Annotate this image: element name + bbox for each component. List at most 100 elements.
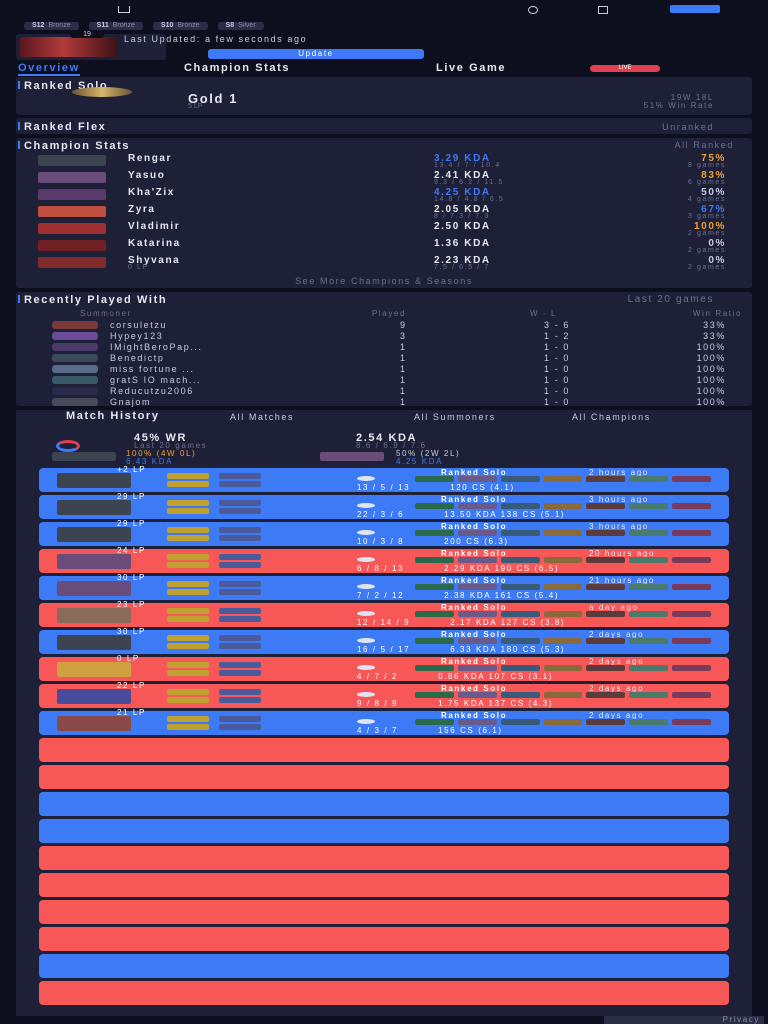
champion-games: 2 games xyxy=(687,264,726,271)
summoner-spell-icon xyxy=(167,697,209,703)
recent-player-row[interactable]: Gnajom 1 1 - 0 100% xyxy=(16,397,752,407)
filter-summoners[interactable]: All Summoners xyxy=(414,412,496,422)
filter-matches[interactable]: All Matches xyxy=(230,412,295,422)
match-row[interactable]: 24 LP Ranked Solo 20 hours ago 6 / 8 / 13 2.… xyxy=(39,546,729,573)
summary-kda: 2.54 KDA xyxy=(356,432,418,444)
champion-row[interactable]: Kha'Zix 4.25 KDA 14.8 / 4.8 / 6.5 50% 4 game… xyxy=(16,187,752,204)
match-queue: Ranked Solo xyxy=(441,711,508,720)
recent-player-row[interactable]: Reducutzu2006 1 1 - 0 100% xyxy=(16,386,752,396)
match-row[interactable] xyxy=(39,927,729,951)
match-row[interactable] xyxy=(39,765,729,789)
recent-player-row[interactable]: Hypey123 3 1 - 2 33% xyxy=(16,331,752,341)
item-icon xyxy=(543,530,583,536)
recent-player-row[interactable]: IMightBeroPap... 1 1 - 0 100% xyxy=(16,342,752,352)
champion-row[interactable]: Yasuo 2.41 KDA 9.3 / 6.2 / 11.5 83% 6 games xyxy=(16,170,752,187)
match-kda: 4 / 3 / 7 156 CS (6.1) xyxy=(357,726,737,735)
match-row[interactable]: 29 LP Ranked Solo 3 hours ago 22 / 3 / 6 13.… xyxy=(39,492,729,519)
champion-kda: 2.41 KDA xyxy=(434,170,491,181)
match-queue: Ranked Solo xyxy=(441,657,508,666)
recent-player-played: 1 xyxy=(400,386,406,396)
match-row[interactable]: 30 LP Ranked Solo 2 days ago 16 / 5 / 17 6.3… xyxy=(39,627,729,654)
match-champion-portrait xyxy=(57,635,131,650)
match-row[interactable]: 22 LP Ranked Solo 2 days ago 9 / 8 / 9 1.75 … xyxy=(39,681,729,708)
privacy-link[interactable]: Privacy xyxy=(604,1016,764,1024)
champion-portrait xyxy=(38,189,106,200)
keystone-icon xyxy=(357,692,375,697)
match-row[interactable] xyxy=(39,846,729,870)
match-score: 13 / 5 / 13 xyxy=(357,483,411,492)
recent-player-played: 1 xyxy=(400,342,406,352)
item-icon xyxy=(457,692,497,698)
recent-player-row[interactable]: miss fortune ... 1 1 - 0 100% xyxy=(16,364,752,374)
season-code: S11 xyxy=(96,22,109,29)
item-icon xyxy=(543,476,583,482)
match-row[interactable]: 23 LP Ranked Solo a day ago 12 / 14 / 9 2.17… xyxy=(39,600,729,627)
recent-player-avatar xyxy=(52,343,98,351)
rune-icon xyxy=(219,608,261,614)
summoner-spell-icon xyxy=(167,481,209,487)
settings-icon[interactable] xyxy=(598,6,608,14)
match-queue: Ranked Solo xyxy=(441,603,508,612)
match-extra: 6.33 KDA 180 CS (5.3) xyxy=(450,645,566,654)
tab-live-game[interactable]: Live Game xyxy=(436,62,507,74)
champion-row[interactable]: Shyvana 0 LP 2.23 KDA 7.5 / 6.5 / 7 0% 2 game… xyxy=(16,255,752,272)
update-button[interactable]: Update xyxy=(208,49,424,59)
season-code: S8 xyxy=(225,22,235,29)
match-row[interactable] xyxy=(39,873,729,897)
recent-player-row[interactable]: corsuletzu 9 3 - 6 33% xyxy=(16,320,752,330)
match-items xyxy=(415,476,712,482)
season-code: S12 xyxy=(32,22,45,29)
see-more-champions-link[interactable]: See More Champions & Seasons xyxy=(295,276,473,286)
item-icon xyxy=(672,503,712,509)
item-icon xyxy=(457,584,497,590)
match-row[interactable] xyxy=(39,819,729,843)
match-time: 20 hours ago xyxy=(589,549,655,558)
match-row[interactable]: 29 LP Ranked Solo 3 hours ago 10 / 3 / 8 200… xyxy=(39,519,729,546)
col-win-ratio: Win Ratio xyxy=(692,309,742,318)
recent-player-row[interactable]: gratS IO mach... 1 1 - 0 100% xyxy=(16,375,752,385)
match-row[interactable] xyxy=(39,738,729,762)
champion-stats-filter[interactable]: All Ranked xyxy=(674,140,734,150)
recent-player-played: 9 xyxy=(400,320,406,330)
champion-row[interactable]: Vladimir 2.50 KDA 100% 2 games xyxy=(16,221,752,238)
recent-player-row[interactable]: Benedictp 1 1 - 0 100% xyxy=(16,353,752,363)
item-icon xyxy=(457,503,497,509)
rune-icon xyxy=(219,689,261,695)
champion-row[interactable]: Zyra 2.05 KDA 8 / 7.3 / 7.3 67% 3 games xyxy=(16,204,752,221)
match-row[interactable]: 30 LP Ranked Solo 21 hours ago 7 / 2 / 12 2.… xyxy=(39,573,729,600)
logo-icon[interactable] xyxy=(118,6,130,13)
tab-champion-stats[interactable]: Champion Stats xyxy=(184,62,291,74)
user-menu-button[interactable] xyxy=(670,5,720,13)
recent-player-name: Benedictp xyxy=(110,353,165,363)
champion-row[interactable]: Katarina 1.36 KDA 0% 2 games xyxy=(16,238,752,255)
tab-overview[interactable]: Overview xyxy=(18,62,80,76)
match-row[interactable] xyxy=(39,900,729,924)
ranked-flex-panel: Ranked Flex Unranked xyxy=(16,118,752,134)
summoner-spell-icon xyxy=(167,589,209,595)
search-icon[interactable] xyxy=(528,6,538,14)
match-extra: 13.50 KDA 138 CS (5.1) xyxy=(444,510,566,519)
match-row[interactable] xyxy=(39,981,729,1005)
match-row[interactable] xyxy=(39,954,729,978)
summoner-spell-icon xyxy=(167,635,209,641)
match-score: 9 / 8 / 9 xyxy=(357,699,399,708)
match-extra: 120 CS (4.1) xyxy=(450,483,515,492)
summoner-spell-icon xyxy=(167,562,209,568)
match-row[interactable] xyxy=(39,792,729,816)
filter-champions[interactable]: All Champions xyxy=(572,412,651,422)
match-time: 2 days ago xyxy=(589,630,645,639)
item-icon xyxy=(672,530,712,536)
match-row[interactable]: 0 LP Ranked Solo 2 days ago 4 / 7 / 2 0.86 K… xyxy=(39,654,729,681)
match-row[interactable]: +2 LP Ranked Solo 2 hours ago 13 / 5 / 13 12… xyxy=(39,465,729,492)
match-extra: 1.75 KDA 137 CS (4.3) xyxy=(438,699,554,708)
match-champion-portrait xyxy=(57,662,131,677)
champion-games: 2 games xyxy=(687,247,726,254)
item-icon xyxy=(543,638,583,644)
match-queue: Ranked Solo xyxy=(441,684,508,693)
match-extra: 156 CS (6.1) xyxy=(438,726,503,735)
item-icon xyxy=(629,503,669,509)
match-row[interactable]: 21 LP Ranked Solo 2 days ago 4 / 3 / 7 156 C… xyxy=(39,708,729,735)
item-icon xyxy=(629,611,669,617)
rank-lp: 5 LP xyxy=(188,103,203,110)
champion-row[interactable]: Rengar 3.29 KDA 13.4 / 7 / 10.4 75% 8 games xyxy=(16,153,752,170)
